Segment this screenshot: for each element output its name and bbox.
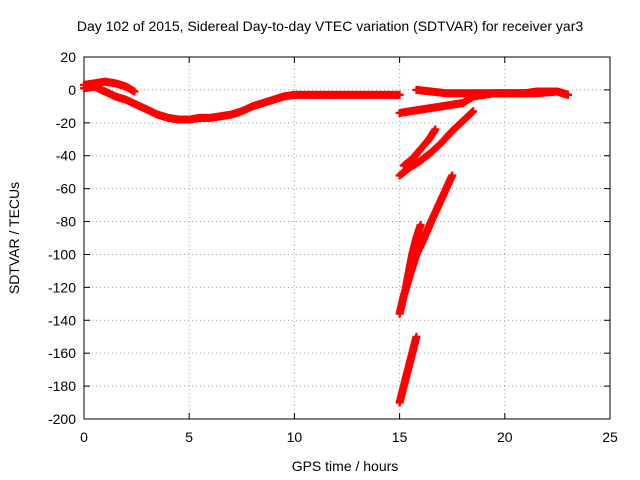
y-tick-label: 20 [60,49,76,65]
x-tick-label: 25 [602,429,618,445]
plot-frame [83,56,611,420]
data-point [412,332,421,341]
chart-title: Day 102 of 2015, Sidereal Day-to-day VTE… [77,18,583,34]
x-tick-label: 15 [392,429,408,445]
data-point [431,125,440,134]
data-series [395,171,457,318]
y-axis-title: SDTVAR / TECUs [6,182,22,294]
y-tick-label: -120 [48,279,76,295]
y-tick-label: -20 [56,115,76,131]
x-axis-title: GPS time / hours [292,458,399,474]
x-tick-label: 0 [80,429,88,445]
data-series [412,85,572,99]
data-point [130,87,139,96]
y-tick-label: 0 [68,82,76,98]
x-tick-labels: 0 5 10 15 20 25 [80,429,618,445]
y-tick-labels: 20 0 -20 -40 -60 -80 -100 -120 -140 -160 -180 -200 [48,49,76,427]
y-tick-label: -140 [48,312,76,328]
plot-border [83,56,611,420]
data-series [80,82,404,124]
y-tick-label: -160 [48,345,76,361]
data-series [399,125,440,170]
y-tick-label: -40 [56,148,76,164]
data-point [416,220,425,229]
y-tick-label: -100 [48,246,76,262]
data-series [80,77,139,96]
x-tick-label: 20 [497,429,513,445]
data-point [469,107,478,116]
y-tick-label: -180 [48,378,76,394]
y-tick-label: -200 [48,411,76,427]
y-tick-label: -60 [56,181,76,197]
data-series [395,107,478,180]
data-point [395,90,404,99]
y-tick-label: -80 [56,214,76,230]
data-point [448,171,457,180]
x-tick-label: 10 [287,429,303,445]
data-series [401,220,425,292]
data-point [563,90,572,99]
grid [84,57,610,419]
x-tick-label: 5 [185,429,193,445]
data-marks [80,77,572,407]
data-series [395,332,421,407]
